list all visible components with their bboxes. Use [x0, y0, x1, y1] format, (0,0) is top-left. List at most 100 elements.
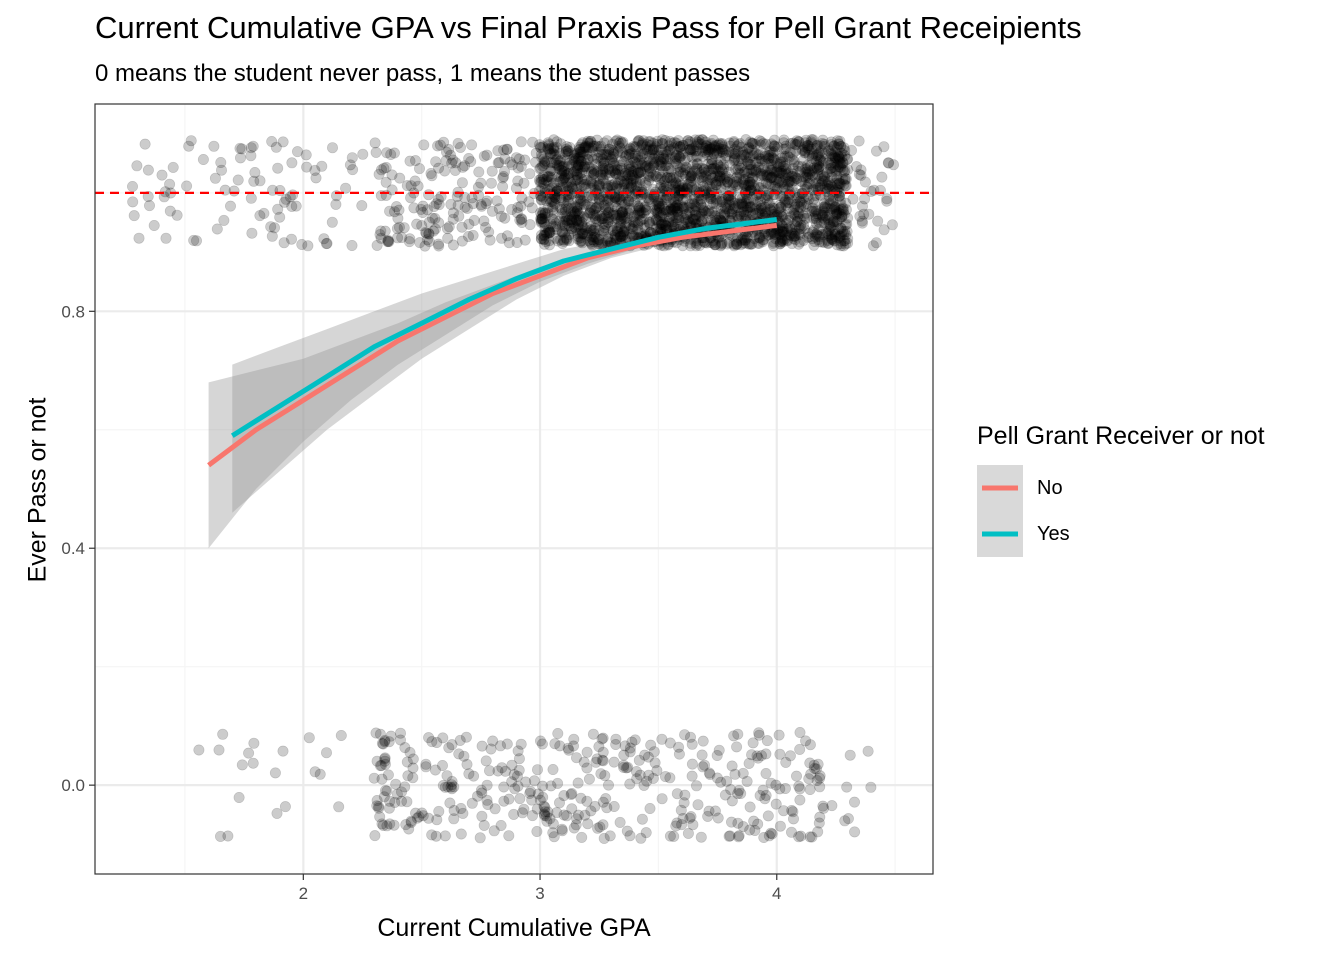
data-point [732, 198, 744, 210]
data-point [760, 767, 772, 779]
data-point [874, 184, 886, 196]
data-point [745, 238, 757, 250]
data-point [601, 148, 613, 160]
data-point [774, 206, 786, 218]
data-point [771, 164, 783, 176]
data-point [710, 140, 722, 152]
data-point [303, 732, 315, 744]
data-point [653, 151, 665, 163]
data-point [680, 162, 692, 174]
data-point [426, 170, 438, 182]
data-point [806, 149, 818, 161]
data-point [371, 239, 383, 251]
data-point [606, 144, 618, 156]
data-point [540, 175, 552, 187]
data-point [669, 180, 681, 192]
data-point [771, 157, 783, 169]
data-point [493, 157, 505, 169]
data-point [538, 233, 550, 245]
data-point [680, 216, 692, 228]
data-point [600, 209, 612, 221]
data-point [745, 201, 757, 213]
data-point [560, 169, 572, 181]
data-point [423, 216, 435, 228]
data-point [710, 210, 722, 222]
data-point [326, 142, 338, 154]
data-point [561, 234, 573, 246]
data-point [699, 205, 711, 217]
data-point [444, 149, 456, 161]
data-point [610, 733, 622, 745]
data-point [454, 141, 466, 153]
data-point [542, 202, 554, 214]
data-point [535, 148, 547, 160]
data-point [587, 169, 599, 181]
data-point [591, 753, 603, 765]
data-point [747, 172, 759, 184]
data-point [524, 168, 536, 180]
data-point [160, 232, 172, 244]
data-point [823, 194, 835, 206]
data-point [560, 143, 572, 155]
data-point [654, 223, 666, 235]
data-point [583, 773, 595, 785]
data-point [670, 212, 682, 224]
data-point [658, 153, 670, 165]
data-point [831, 239, 843, 251]
data-point [827, 161, 839, 173]
data-point [815, 173, 827, 185]
data-point [716, 146, 728, 158]
data-point [735, 153, 747, 165]
data-point [272, 203, 284, 215]
data-point [638, 202, 650, 214]
data-point [691, 162, 703, 174]
data-point [743, 142, 755, 154]
data-point [819, 207, 831, 219]
data-point [330, 198, 342, 210]
data-point [803, 773, 815, 785]
data-point [807, 226, 819, 238]
data-point [781, 225, 793, 237]
data-point [544, 193, 556, 205]
data-point [705, 191, 717, 203]
data-point [612, 177, 624, 189]
data-point [519, 154, 531, 166]
data-point [794, 783, 806, 795]
data-point [709, 239, 721, 251]
data-point [503, 237, 515, 249]
data-point [696, 166, 708, 178]
data-point [617, 229, 629, 241]
data-point [690, 780, 702, 792]
data-point [881, 195, 893, 207]
data-point [475, 177, 487, 189]
data-point [659, 160, 671, 172]
data-point [731, 171, 743, 183]
data-point [447, 207, 459, 219]
x-axis-label: Current Cumulative GPA [377, 914, 651, 942]
data-point [666, 175, 678, 187]
data-point [739, 174, 751, 186]
data-point [573, 214, 585, 226]
data-point [790, 198, 802, 210]
data-point [572, 194, 584, 206]
data-point [419, 240, 431, 252]
data-point [314, 768, 326, 780]
data-point [723, 146, 735, 158]
data-point [623, 163, 635, 175]
data-point [779, 196, 791, 208]
data-point [629, 148, 641, 160]
data-point [614, 209, 626, 221]
data-point [633, 207, 645, 219]
data-point [732, 728, 744, 740]
data-point [778, 143, 790, 155]
data-point [691, 238, 703, 250]
data-point [144, 200, 156, 212]
data-point [795, 830, 807, 842]
data-point [446, 157, 458, 169]
data-point [778, 160, 790, 172]
data-point [624, 202, 636, 214]
data-point [441, 223, 453, 235]
data-point [799, 141, 811, 153]
data-point [536, 213, 548, 225]
data-point [574, 227, 586, 239]
